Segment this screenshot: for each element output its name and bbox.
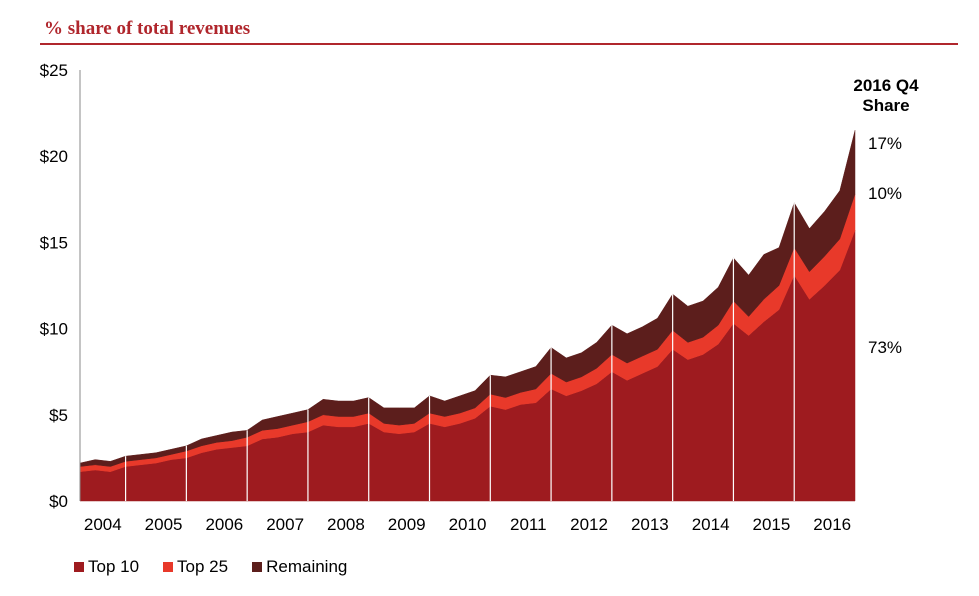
- legend-swatch-top10: [74, 562, 84, 572]
- x-tick-labels: 2004 2005 2006 2007 2008 2009 2010 2011 2012 2013…: [84, 515, 851, 534]
- legend-item-remaining: Remaining: [252, 557, 347, 577]
- legend-swatch-remaining: [252, 562, 263, 572]
- y-tick-label: $0: [49, 492, 68, 511]
- share-header: 2016 Q4 Share: [846, 76, 926, 116]
- y-tick-label: $25: [40, 61, 68, 80]
- x-tick-label: 2004: [84, 515, 122, 534]
- x-tick-label: 2016: [813, 515, 851, 534]
- legend-label-top10: Top 10: [88, 557, 140, 576]
- x-tick-label: 2008: [327, 515, 365, 534]
- share-top25-value: 10%: [868, 184, 903, 203]
- x-tick-label: 2005: [145, 515, 183, 534]
- x-tick-label: 2009: [388, 515, 426, 534]
- share-remaining-value: 17%: [868, 134, 903, 153]
- legend: Top 10 Top 25 Remaining: [74, 557, 371, 577]
- series-area-remaining: [79, 130, 856, 467]
- x-tick-label: 2011: [510, 515, 547, 534]
- share-header-line-1: 2016 Q4: [853, 76, 919, 95]
- title-divider: [40, 43, 958, 45]
- legend-label-top25: Top 25: [177, 557, 229, 576]
- x-tick-label: 2013: [631, 515, 669, 534]
- legend-swatch-top25: [163, 562, 174, 572]
- legend-item-top25: Top 25: [163, 557, 228, 577]
- y-tick-label: $15: [40, 233, 68, 252]
- y-tick-labels: $0 $5 $10 $15 $20 $25: [40, 61, 68, 511]
- share-top10-value: 73%: [868, 338, 903, 357]
- x-tick-label: 2006: [205, 515, 243, 534]
- x-tick-label: 2014: [692, 515, 730, 534]
- area-series-group: [79, 130, 856, 502]
- x-tick-label: 2007: [266, 515, 304, 534]
- chart-title: % share of total revenues: [44, 18, 251, 39]
- legend-item-top10: Top 10: [74, 557, 139, 577]
- y-tick-label: $5: [49, 406, 68, 425]
- y-tick-label: $20: [40, 147, 68, 166]
- legend-label-remaining: Remaining: [266, 557, 348, 576]
- y-tick-label: $10: [40, 320, 68, 339]
- year-divider-group: [124, 202, 795, 501]
- share-header-line-2: Share: [862, 96, 910, 115]
- x-tick-label: 2015: [753, 515, 791, 534]
- x-tick-label: 2010: [449, 515, 487, 534]
- x-tick-label: 2012: [570, 515, 608, 534]
